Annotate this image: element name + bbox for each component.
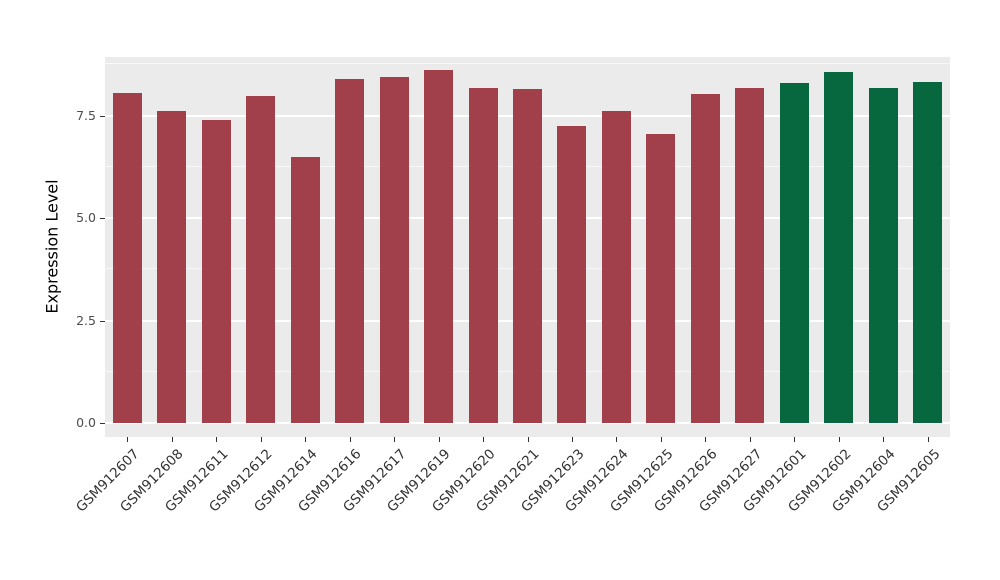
y-tick-mark: [100, 423, 105, 424]
plot-panel: [105, 57, 950, 437]
bar-GSM912605: [913, 81, 943, 423]
x-tick-mark: [838, 437, 840, 442]
x-tick-mark: [349, 437, 351, 442]
gridline-major: [105, 422, 950, 424]
y-tick-label: 2.5: [76, 312, 96, 328]
x-tick-mark: [794, 437, 796, 442]
bar-GSM912625: [646, 133, 676, 423]
x-tick-mark: [749, 437, 751, 442]
x-tick-mark: [616, 437, 618, 442]
bar-GSM912619: [424, 70, 454, 423]
bar-GSM912626: [690, 94, 720, 423]
y-tick-mark: [100, 115, 105, 117]
bar-GSM912623: [557, 125, 587, 423]
bar-GSM912614: [290, 156, 320, 423]
x-tick-mark: [127, 437, 129, 442]
x-tick-mark: [216, 437, 218, 442]
bar-GSM912621: [513, 88, 542, 423]
bar-GSM912602: [824, 72, 854, 423]
bar-GSM912607: [112, 92, 142, 423]
y-tick-label: 7.5: [76, 107, 96, 123]
x-tick-mark: [527, 437, 529, 442]
x-tick-mark: [927, 437, 929, 442]
bar-GSM912611: [201, 120, 231, 423]
x-tick-mark: [260, 437, 262, 442]
x-tick-mark: [660, 437, 662, 442]
bar-GSM912620: [468, 87, 498, 423]
x-tick-mark: [394, 437, 396, 442]
bar-GSM912617: [379, 76, 409, 423]
y-tick-mark: [100, 218, 105, 219]
x-tick-mark: [571, 437, 573, 442]
bar-GSM912601: [779, 82, 809, 423]
x-tick-mark: [305, 437, 307, 442]
y-tick-label: 0.0: [76, 415, 96, 430]
bar-GSM912604: [868, 87, 898, 423]
bar-GSM912624: [601, 110, 631, 423]
x-tick-mark: [438, 437, 440, 442]
bar-GSM912608: [157, 110, 187, 423]
x-tick-mark: [883, 437, 885, 442]
x-tick-mark: [705, 437, 707, 442]
bar-GSM912612: [246, 95, 276, 423]
bar-GSM912627: [735, 87, 765, 423]
gridline-minor: [105, 63, 950, 65]
x-tick-mark: [171, 437, 173, 442]
y-tick-mark: [100, 320, 105, 322]
y-tick-label: 5.0: [76, 210, 96, 225]
bar-GSM912616: [335, 79, 365, 423]
x-tick-mark: [483, 437, 485, 442]
